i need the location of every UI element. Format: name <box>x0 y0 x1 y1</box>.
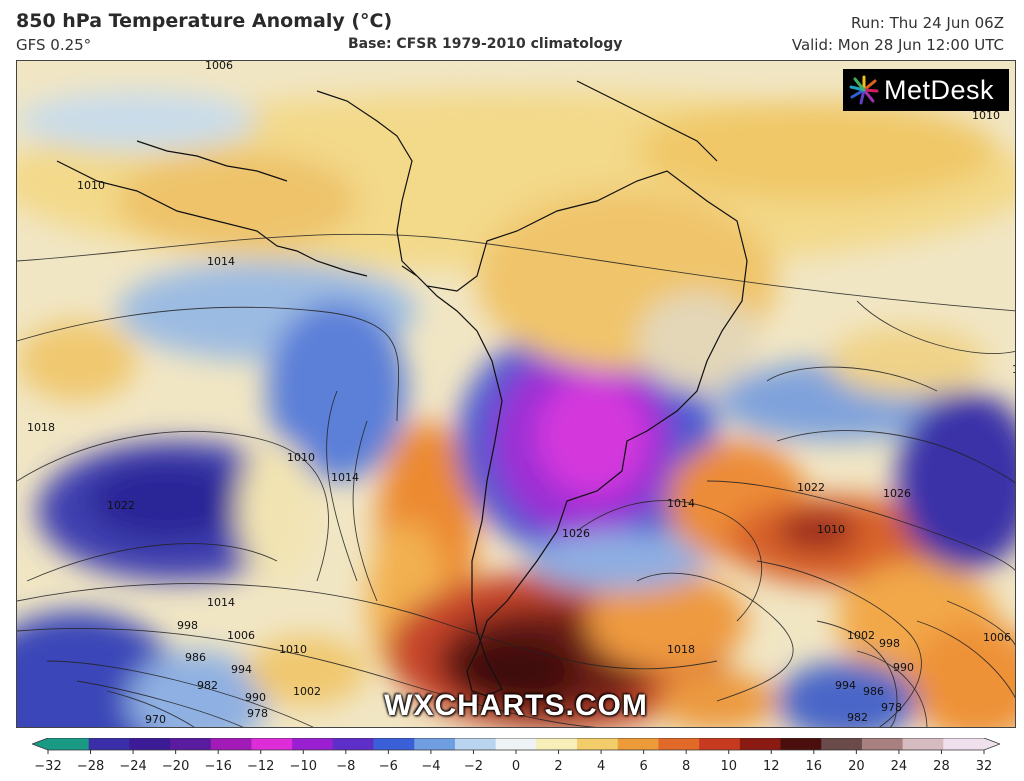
colorbar-swatch <box>251 738 293 750</box>
isobar-label: 998 <box>879 637 900 650</box>
coastline <box>56 80 748 697</box>
colorbar-tick-label: −16 <box>204 759 231 774</box>
isobar-label: 978 <box>881 701 902 714</box>
isobar-label: 1022 <box>797 481 825 494</box>
isobar-label: 1002 <box>293 685 321 698</box>
isobar-label: 982 <box>847 711 868 724</box>
colorbar-swatch <box>129 738 171 750</box>
isobar-label: 1014 <box>331 471 359 484</box>
metdesk-logo-text: MetDesk <box>884 74 995 105</box>
isobar-label: 1010 <box>77 179 105 192</box>
colorbar-tick-label: −20 <box>162 759 189 774</box>
isobar-label: 1002 <box>847 629 875 642</box>
isobar-label: 1014 <box>1012 363 1016 376</box>
colorbar-tick-label: 6 <box>639 759 647 774</box>
isobar-label: 982 <box>197 679 218 692</box>
isobar-label: 1006 <box>227 629 255 642</box>
colorbar-tick-label: 16 <box>806 759 823 774</box>
isobar-label: 1014 <box>667 497 695 510</box>
colorbar-swatch <box>170 738 212 750</box>
map-title: 850 hPa Temperature Anomaly (°C) <box>16 10 393 32</box>
colorbar-swatch <box>821 738 863 750</box>
colorbar-swatch <box>943 738 985 750</box>
isobar-labels: 1006 1010 1010 1014 1018 1022 1010 1014 … <box>27 61 1016 726</box>
metdesk-logo: MetDesk <box>843 69 1009 111</box>
isobar-label: 1018 <box>27 421 55 434</box>
colorbar-swatch <box>373 738 415 750</box>
colorbar-tick-label: −6 <box>379 759 398 774</box>
colorbar-swatch <box>414 738 456 750</box>
colorbar-tick-label: 0 <box>512 759 520 774</box>
colorbar-tick-label: 12 <box>763 759 780 774</box>
colorbar-tick-label: −28 <box>77 759 104 774</box>
colorbar-swatch <box>699 738 741 750</box>
colorbar-swatch <box>658 738 700 750</box>
colorbar-swatch <box>739 738 782 750</box>
colorbar-tick-label: −24 <box>119 759 146 774</box>
anomaly-map: 1006 1010 1010 1014 1018 1022 1010 1014 … <box>16 60 1016 728</box>
isobars <box>17 233 1015 727</box>
colorbar-tick-label: −12 <box>247 759 274 774</box>
colorbar-swatch <box>292 738 334 750</box>
colorbar-extend-low <box>32 738 48 750</box>
isobar-label: 1010 <box>972 109 1000 122</box>
colorbar-swatch <box>332 738 375 750</box>
climatology-base-label: Base: CFSR 1979-2010 climatology <box>348 36 623 52</box>
metdesk-logo-icon <box>849 75 879 105</box>
colorbar-extend-high <box>984 738 1000 750</box>
colorbar-swatch <box>617 738 659 750</box>
colorbar-swatch <box>902 738 944 750</box>
isobar-label: 998 <box>177 619 198 632</box>
anomaly-field <box>17 91 1015 727</box>
isobar-label: 1006 <box>983 631 1011 644</box>
colorbar-tick-label: −8 <box>336 759 355 774</box>
valid-time-label: Valid: Mon 28 Jun 12:00 UTC <box>791 36 1004 54</box>
isobar-label: 1014 <box>207 596 235 609</box>
isobar-label: 1010 <box>287 451 315 464</box>
run-time-label: Run: Thu 24 Jun 06Z <box>851 14 1004 32</box>
isobar-label: 994 <box>231 663 252 676</box>
colorbar-swatch <box>454 738 497 750</box>
isobar-label: 1006 <box>205 61 233 72</box>
colorbar-swatch <box>210 738 252 750</box>
colorbar-tick-label: 28 <box>933 759 950 774</box>
colorbar-tick-label: 8 <box>682 759 690 774</box>
isobar-label: 1010 <box>279 643 307 656</box>
colorbar-tick-label: 20 <box>848 759 865 774</box>
isobar-label: 990 <box>893 661 914 674</box>
isobar-label: 986 <box>863 685 884 698</box>
colorbar-swatch <box>577 738 619 750</box>
watermark: WXCHARTS.COM <box>384 689 648 722</box>
isobar-label: 970 <box>145 713 166 726</box>
colorbar-tick-label: 32 <box>976 759 993 774</box>
model-label: GFS 0.25° <box>16 36 92 54</box>
colorbar-swatch <box>88 738 130 750</box>
colorbar-tick-label: 24 <box>891 759 908 774</box>
colorbar-tick-label: −32 <box>34 759 61 774</box>
isobar-label: 1022 <box>107 499 135 512</box>
colorbar-tick-label: 2 <box>554 759 562 774</box>
colorbar-tick-label: 4 <box>597 759 605 774</box>
colorbar-swatch <box>495 738 537 750</box>
isobar-label: 1018 <box>667 643 695 656</box>
colorbar-tick-label: −2 <box>464 759 483 774</box>
isobar-label: 1026 <box>562 527 590 540</box>
isobar-label: 994 <box>835 679 856 692</box>
colorbar: −32 −28 −24 −20 −16 −12 −10 −8 −6 −4 −2 0 2 4 6 8 10 12 16… <box>32 738 1000 774</box>
isobar-label: 1010 <box>817 523 845 536</box>
colorbar-swatch <box>780 738 822 750</box>
isobar-label: 990 <box>245 691 266 704</box>
isobar-label: 1026 <box>883 487 911 500</box>
colorbar-tick-label: 10 <box>720 759 737 774</box>
isobar-label: 1014 <box>207 255 235 268</box>
colorbar-swatch <box>48 738 90 750</box>
colorbar-tick-label: −10 <box>290 759 317 774</box>
isobar-label: 986 <box>185 651 206 664</box>
colorbar-swatch <box>536 738 578 750</box>
colorbar-swatch <box>861 738 904 750</box>
colorbar-tick-label: −4 <box>421 759 440 774</box>
map-canvas: 1006 1010 1010 1014 1018 1022 1010 1014 … <box>17 61 1016 727</box>
isobar-label: 978 <box>247 707 268 720</box>
